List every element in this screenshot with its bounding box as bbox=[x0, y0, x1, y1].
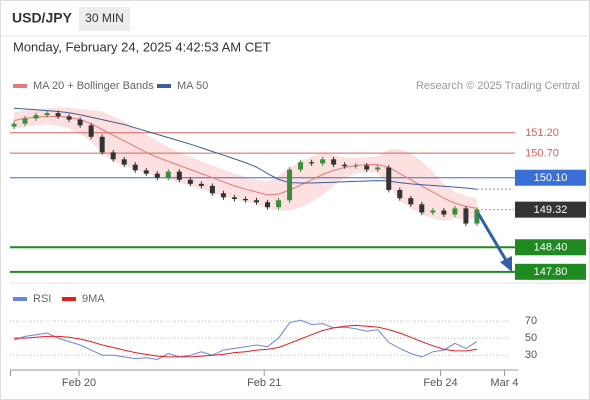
datetime: Monday, February 24, 2025 4:42:53 AM CET bbox=[13, 39, 271, 54]
candle-body bbox=[419, 204, 425, 213]
forecast-arrowhead bbox=[500, 256, 512, 272]
legend-swatch bbox=[13, 84, 27, 88]
candle-body bbox=[33, 115, 39, 119]
x-tick-label: Feb 24 bbox=[423, 377, 457, 389]
level-label-box bbox=[515, 239, 586, 256]
candle-body bbox=[441, 210, 447, 215]
legend-label: MA 20 + Bollinger Bands bbox=[33, 80, 154, 92]
candle-body bbox=[320, 159, 326, 164]
candle-body bbox=[253, 200, 259, 203]
level-label: 151.20 bbox=[525, 127, 559, 139]
candle-body bbox=[99, 136, 105, 153]
candle-body bbox=[463, 208, 469, 224]
candle-body bbox=[66, 116, 72, 120]
bollinger-band bbox=[14, 107, 477, 221]
moving-average bbox=[13, 107, 477, 190]
level-label: 148.40 bbox=[534, 242, 568, 254]
interval: 30 MIN bbox=[85, 11, 124, 25]
candle-body bbox=[287, 169, 293, 201]
candle-body bbox=[242, 199, 248, 201]
candle-body bbox=[430, 210, 436, 213]
candle-body bbox=[55, 113, 61, 117]
band-layer bbox=[10, 107, 515, 356]
legend-label: MA 50 bbox=[177, 80, 208, 92]
candle-body bbox=[309, 162, 315, 164]
candle-body bbox=[474, 209, 480, 224]
candle-body bbox=[154, 173, 160, 178]
legend-swatch bbox=[62, 297, 76, 301]
candle-body bbox=[121, 159, 127, 165]
credit: Research © 2025 Trading Central bbox=[416, 80, 580, 92]
candle-body bbox=[176, 171, 182, 180]
level-label: 149.32 bbox=[534, 204, 568, 216]
rsi-line bbox=[13, 319, 478, 361]
y-tick-label: 30 bbox=[525, 349, 537, 361]
candle-body bbox=[187, 179, 193, 184]
candle-body bbox=[165, 171, 171, 178]
label-layer: MA 20 + Bollinger Bands MA 50 151.20 150.70… bbox=[10, 80, 586, 389]
level-label-box bbox=[515, 201, 586, 218]
candle-body bbox=[143, 170, 149, 174]
mark-layer bbox=[11, 110, 480, 226]
candle-body bbox=[198, 183, 204, 186]
candle-body bbox=[276, 200, 282, 208]
candle-body bbox=[11, 123, 17, 127]
legend-swatch bbox=[157, 84, 171, 88]
candle-body bbox=[331, 159, 337, 165]
candle-body bbox=[408, 198, 414, 205]
level-label: 147.80 bbox=[534, 266, 568, 278]
candle-body bbox=[132, 164, 138, 171]
candle-body bbox=[110, 152, 116, 160]
candle-body bbox=[44, 113, 50, 116]
legend-label: 9MA bbox=[82, 293, 105, 305]
candle-body bbox=[22, 118, 28, 124]
candle-body bbox=[342, 164, 348, 167]
x-tick-label: Feb 20 bbox=[62, 377, 96, 389]
level-label: 150.70 bbox=[525, 148, 559, 160]
level-label: 150.10 bbox=[534, 172, 568, 184]
legend-label: RSI bbox=[33, 293, 51, 305]
candle-body bbox=[364, 165, 370, 170]
level-label-box bbox=[515, 263, 586, 280]
interval-box bbox=[79, 7, 130, 31]
candle-body bbox=[386, 167, 392, 190]
candle-body bbox=[375, 167, 381, 170]
candle-body bbox=[77, 119, 83, 126]
forecast-arrow bbox=[476, 212, 509, 263]
rsi-line bbox=[14, 324, 477, 358]
candle-body bbox=[265, 202, 271, 208]
level-label-box bbox=[515, 169, 586, 186]
candle-body bbox=[231, 197, 237, 199]
candle-body bbox=[209, 185, 215, 194]
symbol: USD/JPY bbox=[12, 10, 73, 26]
candle-body bbox=[88, 125, 94, 137]
candle-body bbox=[353, 165, 359, 167]
candle-body bbox=[397, 190, 403, 199]
candle-body bbox=[220, 193, 226, 198]
legend-swatch bbox=[13, 297, 27, 301]
candle-body bbox=[298, 162, 304, 170]
y-tick-label: 70 bbox=[525, 315, 537, 327]
x-tick-label: Mar 4 bbox=[490, 377, 518, 389]
x-tick-label: Feb 21 bbox=[247, 377, 281, 389]
y-tick-label: 50 bbox=[525, 332, 537, 344]
candle-body bbox=[452, 208, 458, 215]
